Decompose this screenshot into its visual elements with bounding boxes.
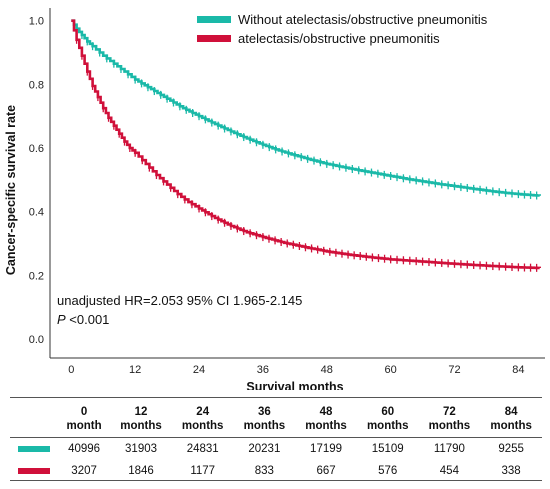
risk-header-cell: 84 months [480, 399, 542, 438]
risk-header-cell: 24 months [171, 399, 234, 438]
risk-header-cell: 48 months [295, 399, 357, 438]
y-tick-label: 1.0 [29, 16, 44, 28]
row-swatch-cell [10, 438, 58, 461]
x-axis-title: Survival months [246, 380, 343, 390]
y-tick-label: 0.6 [29, 143, 44, 155]
censor-marks-1 [75, 24, 538, 200]
at-risk-count: 454 [439, 465, 459, 477]
at-risk-count: 15109 [371, 443, 404, 455]
table-bottom-rule [10, 480, 542, 481]
at-risk-count: 3207 [71, 465, 97, 477]
y-tick-label: 0.0 [29, 334, 44, 346]
time-value: 48 [319, 406, 333, 418]
at-risk-count: 1177 [190, 465, 216, 477]
y-tick-label: 0.2 [29, 270, 44, 282]
hr-annotation: unadjusted HR=2.053 95% CI 1.965-2.145 [57, 293, 302, 308]
time-value: 72 [442, 406, 456, 418]
time-unit: months [120, 420, 162, 432]
at-risk-count: 576 [378, 465, 398, 477]
p-value-annotation: P <0.001 [57, 312, 109, 327]
at-risk-count: 1846 [128, 465, 154, 477]
table-header-row: 0 month 12 months 24 months 36 months 48 months 60… [10, 399, 542, 438]
legend-swatch [197, 16, 231, 23]
group-color-swatch [18, 467, 50, 474]
legend-swatch [197, 35, 231, 42]
at-risk-count: 24831 [186, 443, 219, 455]
time-unit: months [181, 420, 224, 432]
number-at-risk-table: 0 month 12 months 24 months 36 months 48 months 60… [10, 399, 542, 482]
x-tick-label: 12 [129, 364, 141, 376]
time-unit: month [66, 420, 102, 432]
at-risk-count: 20231 [248, 443, 281, 455]
swatch-header [10, 399, 58, 438]
at-risk-count: 17199 [310, 443, 343, 455]
x-tick-label: 36 [257, 364, 269, 376]
legend: Without atelectasis/obstructive pneumoni… [197, 12, 488, 46]
group-color-swatch [18, 445, 50, 452]
row-swatch-cell [10, 460, 58, 482]
risk-header-cell: 36 months [233, 399, 296, 438]
at-risk-count: 667 [316, 465, 336, 477]
y-axis-title: Cancer-specific survival rate [4, 105, 18, 275]
risk-header-cell: 72 months [418, 399, 481, 438]
y-tick-label: 0.4 [29, 207, 44, 219]
risk-header-cell: 60 months [356, 399, 419, 438]
x-tick-label: 24 [193, 364, 205, 376]
risk-row-1: 40996 31903 24831 20231 17199 15109 11790 9255 [10, 438, 542, 461]
time-value: 60 [381, 406, 395, 418]
survival-curve-1 [71, 19, 541, 197]
time-unit: months [490, 420, 532, 432]
y-axis: 0.0 0.2 0.4 0.6 0.8 1.0 [29, 16, 44, 346]
risk-header-cell: 12 months [110, 399, 172, 438]
x-tick-label: 48 [321, 364, 333, 376]
time-unit: months [243, 420, 286, 432]
legend-label: atelectasis/obstructive pneumonitis [238, 31, 440, 46]
x-tick-label: 72 [448, 364, 460, 376]
time-value: 84 [504, 406, 518, 418]
time-value: 36 [257, 406, 271, 418]
x-tick-label: 60 [385, 364, 397, 376]
km-chart: 0.0 0.2 0.4 0.6 0.8 1.0 0 12 24 36 48 60 72 84 Witho… [4, 8, 545, 390]
at-risk-count: 31903 [125, 443, 158, 455]
y-tick-label: 0.8 [29, 79, 44, 91]
time-value: 0 [80, 406, 88, 418]
risk-header-cell: 0 month [58, 399, 111, 438]
at-risk-count: 40996 [68, 443, 101, 455]
time-value: 24 [196, 406, 210, 418]
at-risk-count: 9255 [498, 443, 524, 455]
censor-marks-2 [75, 35, 538, 272]
risk-row-2: 3207 1846 1177 833 667 576 454 338 [10, 460, 542, 482]
p-value: <0.001 [66, 312, 110, 327]
survival-curves [71, 19, 541, 272]
x-tick-label: 0 [68, 364, 74, 376]
time-unit: months [366, 420, 409, 432]
time-unit: months [305, 420, 347, 432]
at-risk-count: 11790 [433, 443, 465, 455]
at-risk-count: 833 [254, 465, 274, 477]
time-unit: months [428, 420, 471, 432]
table-top-rule [10, 397, 542, 398]
at-risk-count: 338 [501, 465, 521, 477]
x-tick-label: 84 [512, 364, 524, 376]
x-axis: 0 12 24 36 48 60 72 84 [68, 364, 524, 376]
p-symbol: P [57, 312, 66, 327]
time-value: 12 [134, 406, 148, 418]
legend-label: Without atelectasis/obstructive pneumoni… [238, 12, 488, 27]
survival-curve-2 [71, 19, 541, 270]
